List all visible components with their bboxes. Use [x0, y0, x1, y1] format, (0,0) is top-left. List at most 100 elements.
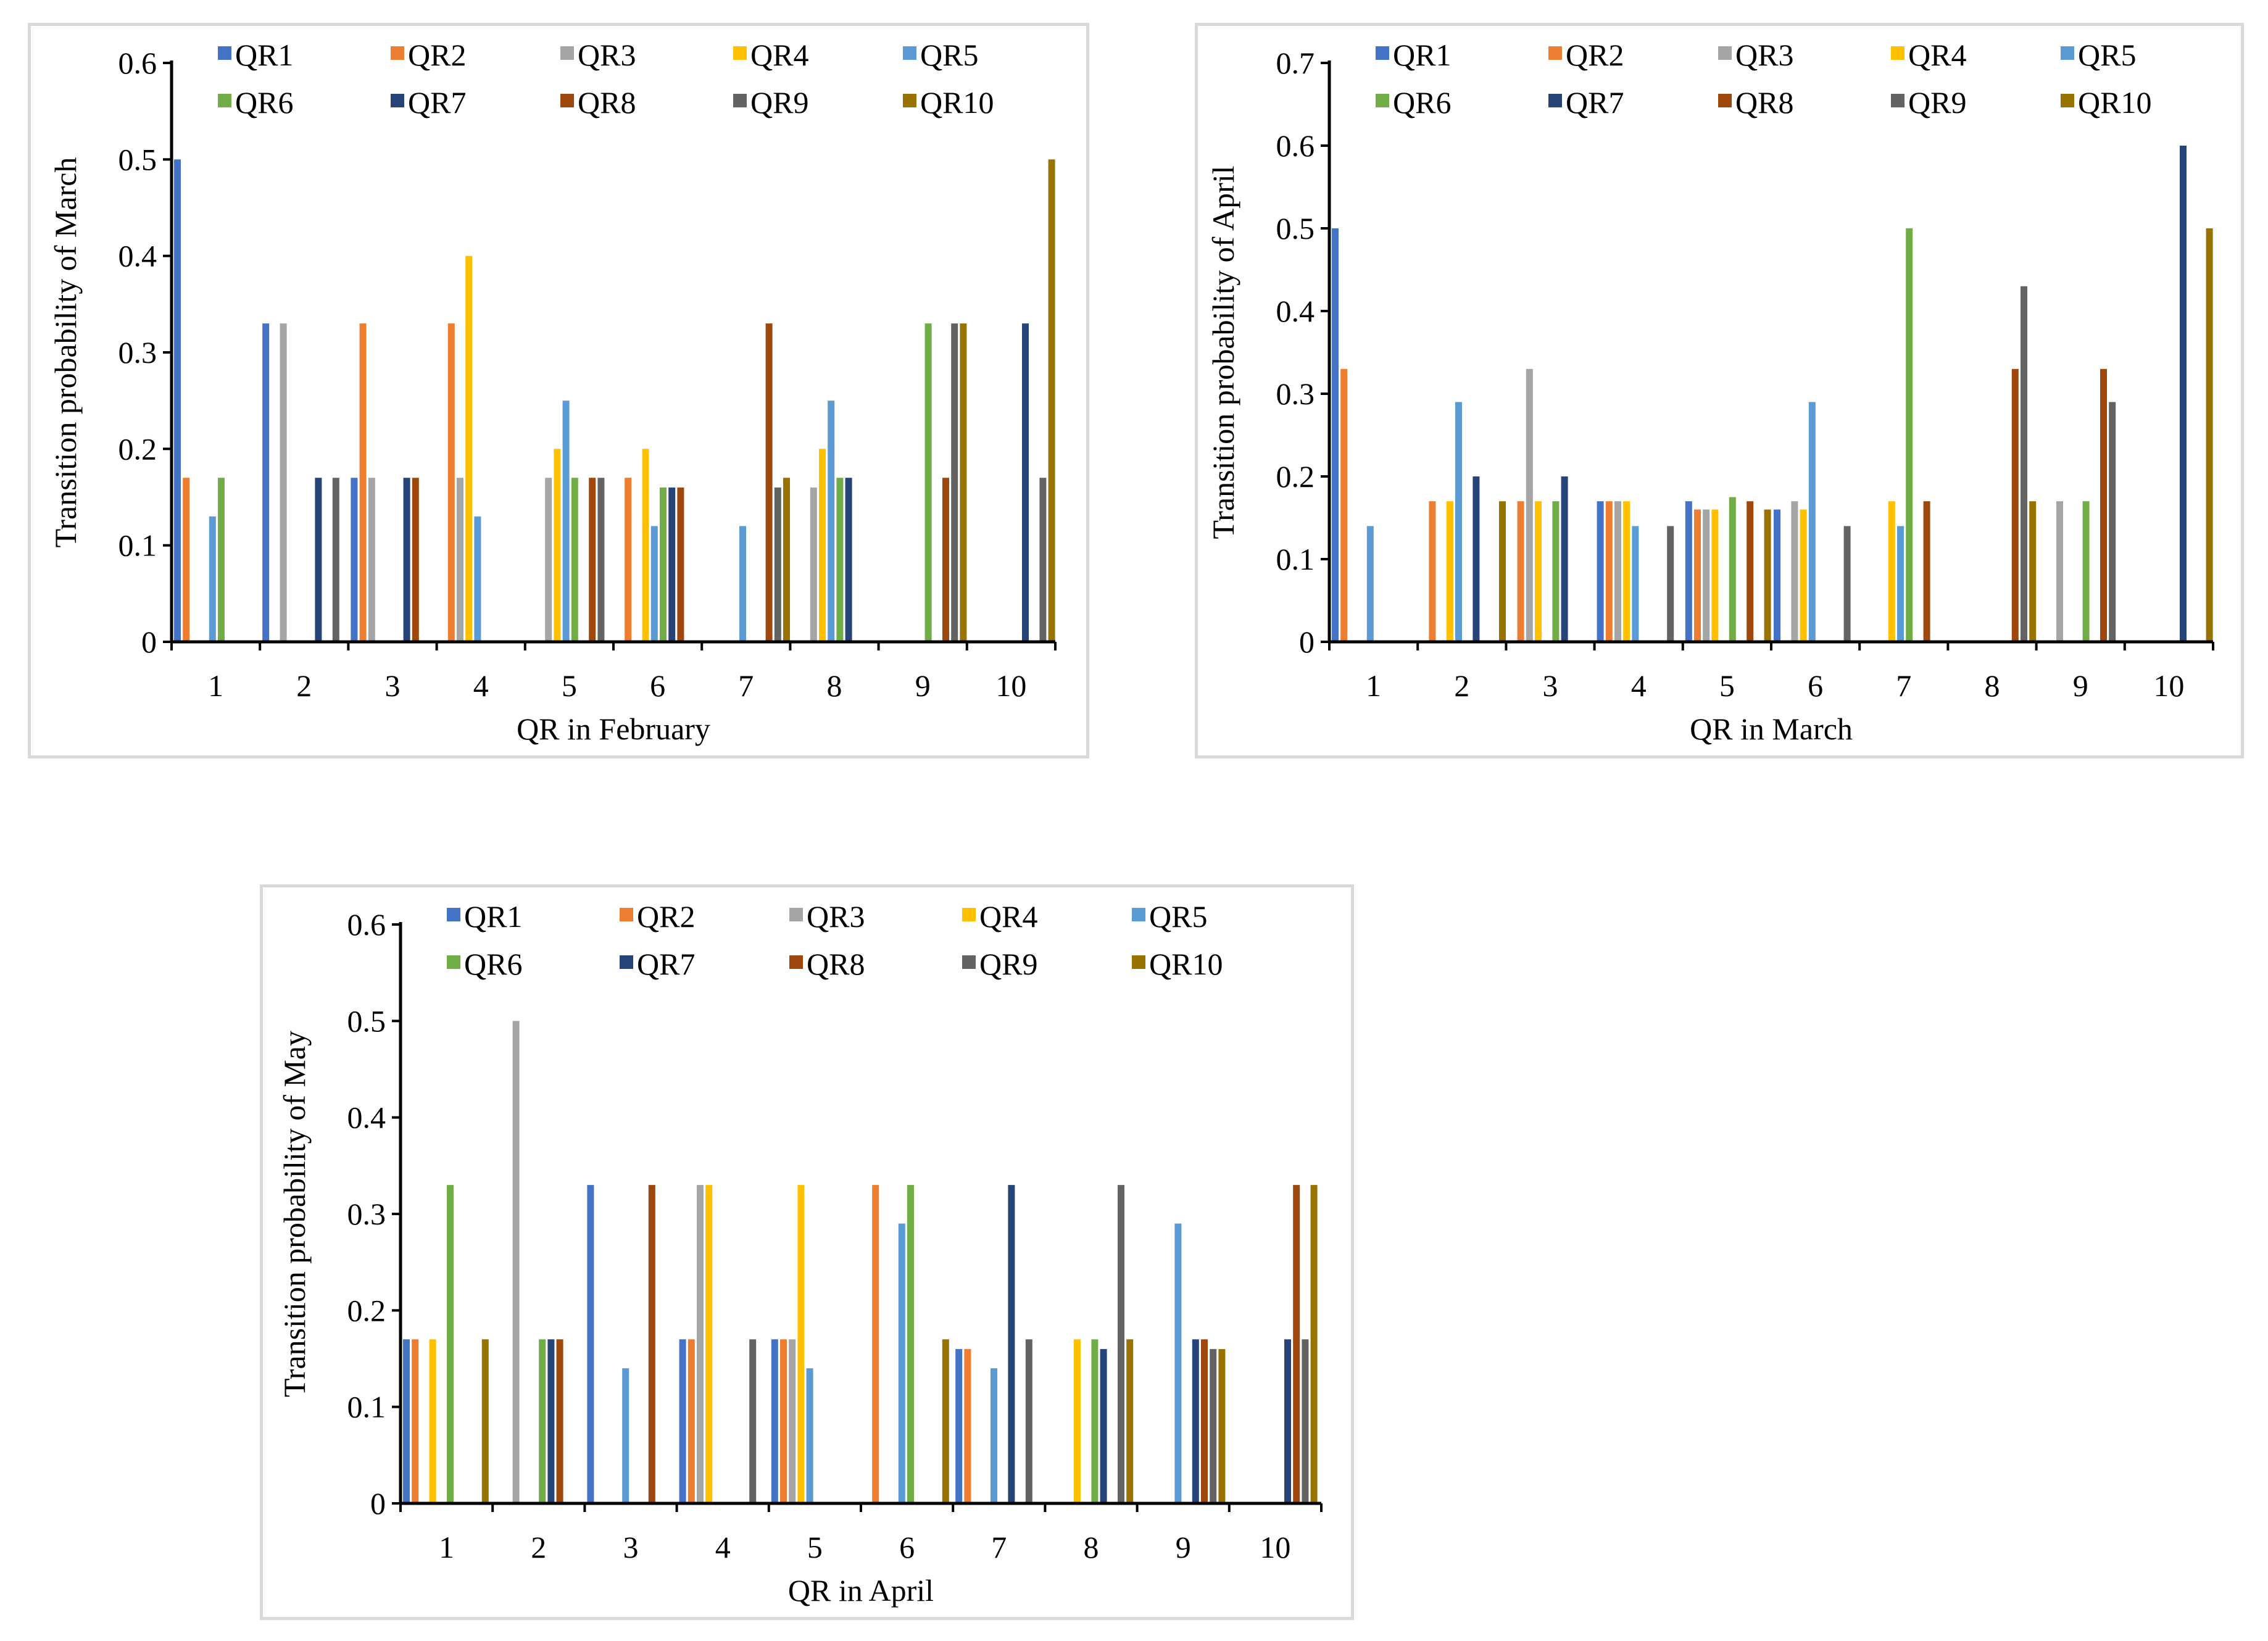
bar-qr1-4 [1597, 501, 1604, 642]
legend-label-qr5: QR5 [1149, 899, 1207, 934]
legend-swatch-qr8 [1718, 94, 1732, 107]
legend-swatch-qr4 [962, 908, 976, 921]
bar-qr6-8 [836, 478, 844, 642]
x-tick-label: 9 [1176, 1530, 1191, 1564]
legend-swatch-qr7 [391, 94, 404, 107]
y-tick-label: 0.6 [118, 46, 157, 80]
x-tick-label: 1 [439, 1530, 454, 1564]
x-tick-label: 3 [1543, 668, 1558, 703]
y-tick-label: 0 [370, 1486, 386, 1521]
bar-qr8-10 [1293, 1185, 1300, 1503]
bar-qr8-2 [556, 1339, 563, 1503]
x-tick-label: 10 [2153, 668, 2184, 703]
bar-qr3-4 [1614, 501, 1621, 642]
bar-qr10-10 [2206, 228, 2213, 642]
bar-qr5-2 [1455, 402, 1462, 642]
bar-qr7-10 [2180, 146, 2187, 642]
legend-label-qr2: QR2 [1566, 38, 1624, 72]
bar-qr2-4 [447, 323, 455, 642]
bar-qr6-5 [1729, 497, 1736, 642]
bar-qr1-6 [1774, 509, 1780, 642]
legend-swatch-qr6 [218, 94, 231, 107]
bar-qr1-1 [174, 159, 181, 642]
bar-qr8-5 [1747, 501, 1754, 642]
bar-qr8-6 [677, 487, 684, 642]
legend-label-qr5: QR5 [2078, 38, 2136, 72]
bar-qr3-6 [1791, 501, 1798, 642]
legend-label-qr4: QR4 [1908, 38, 1966, 72]
bar-qr1-3 [587, 1185, 594, 1503]
bar-qr2-7 [964, 1348, 971, 1503]
bar-qr5-1 [209, 516, 216, 642]
bar-qr4-6 [1800, 509, 1807, 642]
x-tick-label: 8 [1084, 1530, 1099, 1564]
bar-qr10-7 [783, 478, 790, 642]
x-tick-label: 9 [915, 668, 931, 703]
bar-qr10-6 [942, 1339, 949, 1503]
x-tick-label: 10 [995, 668, 1026, 703]
legend-swatch-qr10 [2061, 94, 2074, 107]
bar-qr1-5 [771, 1339, 778, 1503]
y-tick-label: 0.6 [347, 907, 386, 942]
legend-swatch-qr4 [1891, 46, 1905, 60]
bar-qr10-9 [960, 323, 967, 642]
legend-swatch-qr2 [391, 46, 404, 60]
bar-qr8-7 [765, 323, 773, 642]
legend-label-qr6: QR6 [235, 85, 293, 120]
bar-qr3-2 [512, 1021, 520, 1503]
bar-qr4-8 [819, 449, 826, 642]
legend-swatch-qr1 [447, 908, 460, 921]
legend-swatch-qr9 [962, 955, 976, 969]
legend-swatch-qr8 [789, 955, 803, 969]
x-tick-label: 3 [623, 1530, 639, 1564]
bar-qr1-5 [1685, 501, 1692, 642]
bar-qr4-5 [797, 1185, 805, 1503]
bar-qr1-7 [955, 1348, 963, 1503]
legend-swatch-qr10 [903, 94, 916, 107]
bar-qr10-10 [1310, 1185, 1318, 1503]
bar-qr6-2 [539, 1339, 546, 1503]
bar-qr3-3 [1526, 368, 1533, 642]
bar-qr7-3 [403, 478, 410, 642]
bar-qr10-5 [1764, 509, 1771, 642]
y-tick-label: 0.5 [118, 142, 157, 177]
x-tick-label: 6 [899, 1530, 915, 1564]
y-tick-label: 0.3 [1276, 376, 1315, 411]
y-tick-label: 0.7 [1276, 46, 1315, 80]
legend-swatch-qr6 [447, 955, 460, 969]
bar-qr1-1 [1332, 228, 1339, 642]
x-tick-label: 4 [715, 1530, 731, 1564]
y-tick-label: 0.6 [1276, 128, 1315, 163]
legend-swatch-qr5 [903, 46, 916, 60]
bar-qr1-4 [679, 1339, 686, 1503]
x-tick-label: 10 [1260, 1530, 1290, 1564]
y-axis-title: Transition probability of March [48, 157, 83, 548]
bar-qr1-3 [351, 478, 358, 642]
bar-qr6-6 [907, 1185, 914, 1503]
y-tick-label: 0.2 [347, 1293, 386, 1327]
legend-label-qr8: QR8 [807, 947, 865, 981]
bar-qr5-7 [991, 1368, 997, 1503]
bar-qr9-9 [951, 323, 958, 642]
bar-qr9-5 [597, 478, 605, 642]
bar-qr2-4 [687, 1339, 695, 1503]
legend-label-qr1: QR1 [464, 899, 522, 934]
bar-qr2-6 [872, 1185, 879, 1503]
bar-qr4-4 [465, 255, 473, 642]
bar-qr2-5 [1694, 509, 1701, 642]
bar-qr9-6 [1843, 526, 1851, 642]
chart-march: 0 0.1 0.2 0.3 0.4 0.5 0.6 1 2 3 4 5 6 7 8 9 10 QR in Febr… [28, 23, 1089, 758]
bar-qr6-9 [2082, 501, 2090, 642]
legend-label-qr9: QR9 [979, 947, 1037, 981]
bar-qr3-4 [457, 478, 463, 642]
legend-swatch-qr3 [560, 46, 574, 60]
bar-qr1-1 [403, 1339, 410, 1503]
y-axis-title: Transition probability of May [277, 1031, 312, 1397]
chart-svg: 0 0.1 0.2 0.3 0.4 0.5 0.6 1 2 3 4 5 6 7 8 9 10 QR in Febr… [48, 38, 1057, 746]
legend-label-qr6: QR6 [464, 947, 522, 981]
bar-qr7-6 [668, 487, 676, 642]
y-axis-title: Transition probability of April [1206, 165, 1240, 539]
bar-qr9-10 [1039, 478, 1047, 642]
y-tick-label: 0.4 [118, 239, 157, 273]
legend-swatch-qr4 [733, 46, 747, 60]
